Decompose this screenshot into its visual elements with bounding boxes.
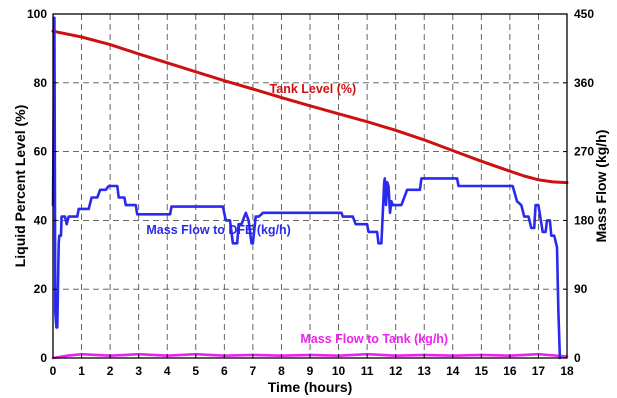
x-tick-label: 11: [361, 364, 374, 378]
y-left-tick-label: 100: [27, 7, 47, 21]
x-tick-label: 5: [192, 364, 199, 378]
series-label-tank-level: Tank Level (%): [270, 82, 357, 96]
x-tick-label: 15: [475, 364, 489, 378]
y-left-tick-label: 40: [34, 213, 48, 227]
x-tick-label: 9: [307, 364, 314, 378]
x-tick-label: 8: [278, 364, 285, 378]
series-line-tank-level: [51, 29, 569, 185]
series-line-mass-flow-to-dfe-kg-h: [51, 16, 562, 360]
y-right-tick-label: 450: [574, 7, 594, 21]
y-left-tick-label: 60: [34, 145, 48, 159]
y-axis-right-title: Mass Flow (kg/h): [593, 130, 609, 243]
x-tick-label: 17: [532, 364, 546, 378]
x-tick-label: 7: [250, 364, 257, 378]
y-left-tick-label: 20: [34, 282, 48, 296]
x-axis-title: Time (hours): [268, 379, 353, 395]
x-tick-label: 10: [332, 364, 346, 378]
y-right-tick-label: 0: [574, 351, 581, 365]
x-tick-label: 4: [164, 364, 171, 378]
x-tick-label: 13: [418, 364, 432, 378]
x-tick-label: 6: [221, 364, 228, 378]
y-right-tick-label: 90: [574, 282, 588, 296]
y-axis-left-title: Liquid Percent Level (%): [12, 105, 28, 268]
x-tick-label: 2: [107, 364, 114, 378]
series-labels: Mass Flow to Tank (kg/h) Tank Level (%) Ma…: [146, 82, 448, 346]
y-left-tick-label: 0: [40, 351, 47, 365]
x-tick-label: 3: [135, 364, 142, 378]
y-right-tick-label: 180: [574, 213, 594, 227]
x-tick-label: 12: [389, 364, 403, 378]
series-label-mass-flow-to-tank-kg-h: Mass Flow to Tank (kg/h): [300, 332, 448, 346]
series-label-mass-flow-to-dfe-kg-h: Mass Flow to DFE (kg/h): [146, 223, 290, 237]
x-tick-label: 18: [560, 364, 574, 378]
x-tick-label: 0: [50, 364, 57, 378]
y-right-tick-label: 360: [574, 76, 594, 90]
x-tick-label: 16: [503, 364, 517, 378]
tick-labels: 0 1 2 3 4 5 6 7 8 9 10 11 12 13 14 15 16 17 18020406080100…: [27, 7, 594, 378]
y-right-tick-label: 270: [574, 145, 594, 159]
x-tick-label: 1: [78, 364, 85, 378]
y-left-tick-label: 80: [34, 76, 48, 90]
x-tick-label: 14: [446, 364, 460, 378]
grid: [53, 14, 567, 358]
